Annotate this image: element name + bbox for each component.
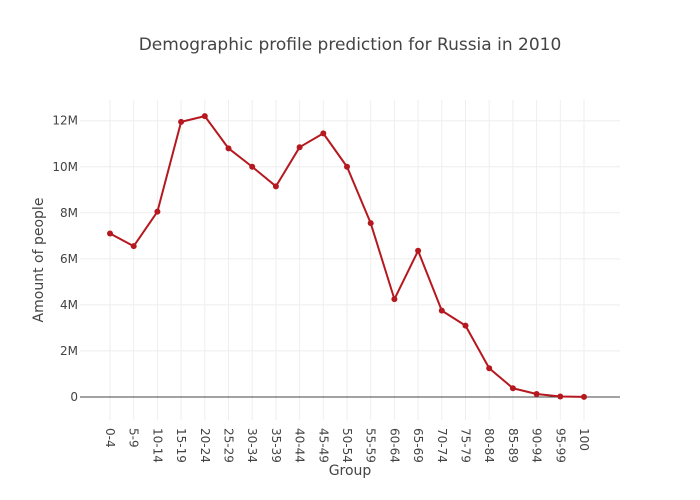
data-point[interactable] <box>367 220 374 227</box>
x-tick-label: 0-4 <box>103 428 117 448</box>
data-point[interactable] <box>320 130 327 137</box>
series <box>107 113 587 400</box>
x-tick-label: 80-84 <box>482 428 496 463</box>
x-tick-label: 70-74 <box>435 428 449 463</box>
y-tick-label: 2M <box>60 344 78 358</box>
data-point[interactable] <box>486 365 493 372</box>
data-point[interactable] <box>296 144 303 151</box>
x-tick-label: 25-29 <box>222 428 236 463</box>
chart-title: Demographic profile prediction for Russi… <box>139 35 562 55</box>
data-point[interactable] <box>581 393 587 400</box>
data-point[interactable] <box>462 322 469 329</box>
x-axis-title: Group <box>329 463 372 479</box>
x-tick-label: 5-9 <box>127 428 141 448</box>
y-tick-label: 12M <box>52 114 78 128</box>
x-tick-label: 40-44 <box>293 428 307 463</box>
data-point[interactable] <box>272 183 279 190</box>
x-tick-label: 50-54 <box>340 428 354 463</box>
y-axis-title: Amount of people <box>31 198 47 323</box>
x-tick-label: 100 <box>577 428 591 451</box>
x-tick-label: 30-34 <box>245 428 259 463</box>
data-point[interactable] <box>391 296 398 303</box>
y-tick-label: 0 <box>70 390 78 404</box>
x-tick-label: 75-79 <box>459 428 473 463</box>
data-point[interactable] <box>107 230 113 237</box>
data-point[interactable] <box>344 163 350 170</box>
x-tick-label: 45-49 <box>316 428 330 463</box>
data-point[interactable] <box>130 243 137 250</box>
data-point[interactable] <box>225 145 232 152</box>
data-point[interactable] <box>438 307 445 314</box>
x-tick-label: 65-69 <box>411 428 425 463</box>
x-tick-label: 55-59 <box>364 428 378 463</box>
y-tick-label: 4M <box>60 298 78 312</box>
data-point[interactable] <box>509 385 516 392</box>
x-tick-label: 20-24 <box>198 428 212 463</box>
x-tick-label: 95-99 <box>553 428 567 463</box>
x-tick-label: 35-39 <box>269 428 283 463</box>
x-tick-label: 90-94 <box>530 428 544 463</box>
grid <box>80 100 620 420</box>
data-point[interactable] <box>415 247 422 254</box>
data-point[interactable] <box>201 113 208 120</box>
data-point[interactable] <box>154 208 161 215</box>
y-axis: 0 2M 4M 6M 8M 10M 12M <box>52 114 78 404</box>
data-point[interactable] <box>533 390 540 397</box>
data-point[interactable] <box>178 118 185 125</box>
x-axis: 0-4 5-9 10-14 15-19 20-24 25-29 30-34 35-39 40-4… <box>103 428 591 463</box>
x-tick-label: 85-89 <box>506 428 520 463</box>
data-point[interactable] <box>557 393 564 400</box>
x-tick-label: 10-14 <box>150 428 164 463</box>
x-tick-label: 60-64 <box>387 428 401 463</box>
y-tick-label: 10M <box>52 160 78 174</box>
data-point[interactable] <box>249 163 256 170</box>
x-tick-label: 15-19 <box>174 428 188 463</box>
y-tick-label: 6M <box>60 252 78 266</box>
y-tick-label: 8M <box>60 206 78 220</box>
